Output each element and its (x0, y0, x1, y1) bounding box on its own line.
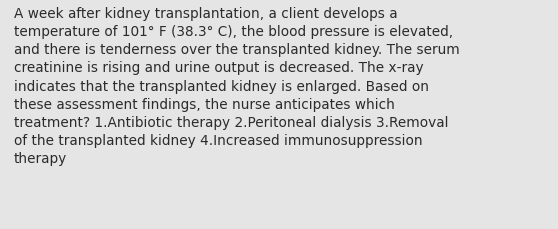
Text: A week after kidney transplantation, a client develops a
temperature of 101° F (: A week after kidney transplantation, a c… (14, 7, 460, 166)
